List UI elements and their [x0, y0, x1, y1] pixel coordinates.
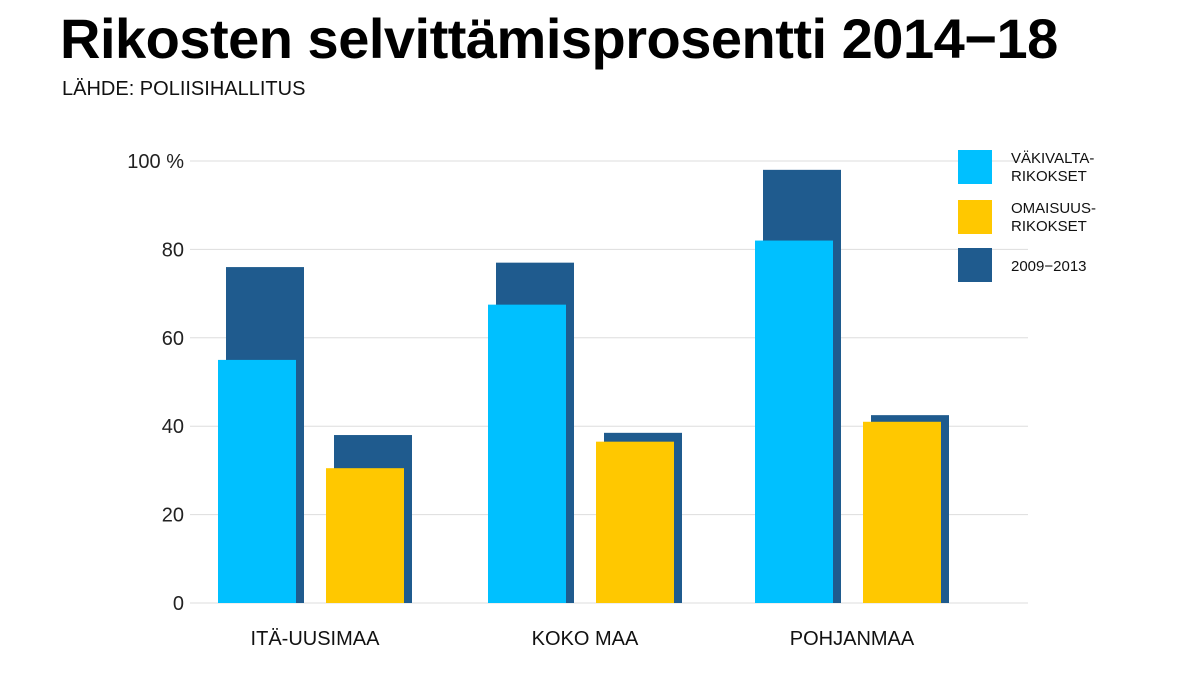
legend-label-2009-2013: 2009−2013 [1011, 258, 1087, 275]
chart-title: Rikosten selvittämisprosentti 2014−18 [60, 7, 1058, 70]
y-tick-label: 20 [162, 505, 184, 527]
bar-vakivalta [488, 304, 566, 603]
legend-label-vakivalta: VÄKIVALTA- [1011, 150, 1094, 167]
legend-swatch-vakivalta [958, 150, 992, 184]
y-tick-label: 60 [162, 328, 184, 350]
bar-vakivalta [218, 359, 296, 603]
x-category-label: ITÄ-UUSIMAA [251, 628, 381, 650]
chart-source: LÄHDE: POLIISIHALLITUS [62, 78, 306, 100]
bar-omaisuus [863, 421, 941, 603]
legend-swatch-omaisuus [958, 200, 992, 234]
x-category-label: POHJANMAA [790, 628, 915, 650]
legend-swatch-2009-2013 [958, 248, 992, 282]
legend-label-omaisuus: RIKOKSET [1011, 218, 1087, 235]
y-tick-label: 100 % [127, 151, 184, 173]
bar-omaisuus [326, 468, 404, 603]
x-category-label: KOKO MAA [532, 628, 639, 650]
bar-vakivalta [755, 240, 833, 603]
legend-label-vakivalta: RIKOKSET [1011, 168, 1087, 185]
bar-omaisuus [596, 441, 674, 603]
y-tick-label: 0 [173, 593, 184, 615]
y-tick-label: 80 [162, 239, 184, 261]
legend-label-omaisuus: OMAISUUS- [1011, 200, 1096, 217]
y-tick-label: 40 [162, 416, 184, 438]
